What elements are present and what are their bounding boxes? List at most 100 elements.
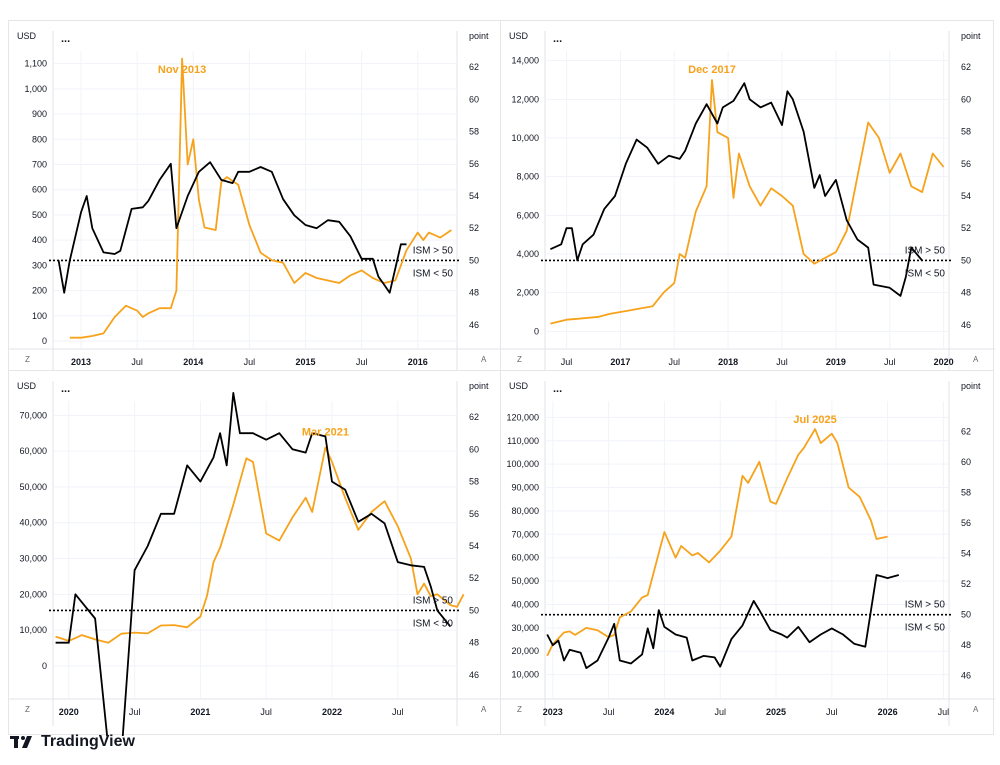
left-tick-label: 10,000 [511, 133, 539, 143]
tradingview-logo: TradingView [10, 730, 135, 754]
left-tick-label: 80,000 [511, 506, 539, 516]
x-tick-label: Jul [603, 707, 615, 717]
x-tick-label: 2015 [295, 357, 315, 367]
ism-pmi-line[interactable] [546, 574, 900, 670]
right-tick-label: 60 [469, 444, 479, 454]
ism-above-label: ISM > 50 [905, 245, 946, 256]
x-tick-label: Jul [129, 707, 141, 717]
right-tick-label: 62 [961, 427, 971, 437]
right-tick-label: 52 [469, 223, 479, 233]
legend-menu-button[interactable]: ... [61, 33, 71, 45]
ism-pmi-line[interactable] [55, 391, 452, 736]
x-tick-label: 2024 [654, 707, 674, 717]
left-tick-label: 60,000 [19, 446, 47, 456]
right-tick-label: 54 [469, 541, 479, 551]
x-tick-label: Jul [938, 707, 950, 717]
left-tick-label: 1,100 [24, 59, 47, 69]
left-tick-label: 100,000 [506, 459, 539, 469]
chart-svg: 0 100 200 300 400 500 600 700 800 900 1,000 1,100 46… [9, 31, 503, 376]
legend-menu-button[interactable]: ... [553, 383, 563, 395]
x-tick-label: Jul [356, 357, 368, 367]
legend-menu-button[interactable]: ... [61, 383, 71, 395]
right-tick-label: 50 [961, 610, 971, 620]
left-tick-label: 60,000 [511, 553, 539, 563]
right-tick-label: 54 [469, 191, 479, 201]
ism-pmi-line[interactable] [57, 161, 407, 294]
left-tick-label: 800 [32, 134, 47, 144]
x-tick-label: 2025 [766, 707, 786, 717]
left-tick-label: 10,000 [511, 670, 539, 680]
x-tick-label: Jul [776, 357, 788, 367]
ism-below-label: ISM < 50 [905, 268, 946, 279]
chart-panel-2021[interactable]: 0 10,000 20,000 30,000 40,000 50,000 60,000 70,… [8, 370, 503, 736]
left-tick-label: 0 [42, 336, 47, 346]
x-tick-label: Jul [260, 707, 272, 717]
peak-annotation: Dec 2017 [688, 64, 736, 76]
chart-panel-2013[interactable]: 0 100 200 300 400 500 600 700 800 900 1,000 1,100 46… [8, 20, 503, 385]
btc-price-line[interactable] [55, 446, 465, 644]
right-tick-label: 52 [961, 223, 971, 233]
x-tick-label: Jul [561, 357, 573, 367]
left-axis-unit: USD [17, 381, 37, 391]
zoom-button[interactable]: Z [25, 355, 30, 364]
legend-menu-button[interactable]: ... [553, 33, 563, 45]
right-tick-label: 56 [961, 159, 971, 169]
auto-scale-button[interactable]: A [973, 705, 979, 714]
right-tick-label: 58 [961, 488, 971, 498]
right-tick-label: 62 [961, 62, 971, 72]
auto-scale-button[interactable]: A [973, 355, 979, 364]
right-tick-label: 46 [961, 671, 971, 681]
left-tick-label: 14,000 [511, 56, 539, 66]
left-tick-label: 90,000 [511, 483, 539, 493]
left-tick-label: 40,000 [19, 518, 47, 528]
ism-above-label: ISM > 50 [905, 600, 946, 611]
left-tick-label: 500 [32, 210, 47, 220]
right-axis-unit: point [469, 381, 489, 391]
left-tick-label: 0 [42, 661, 47, 671]
ism-pmi-line[interactable] [550, 82, 923, 297]
left-tick-label: 40,000 [511, 599, 539, 609]
right-tick-label: 58 [469, 477, 479, 487]
right-tick-label: 62 [469, 412, 479, 422]
right-axis-unit: point [469, 31, 489, 41]
chart-panel-2017[interactable]: 0 2,000 4,000 6,000 8,000 10,000 12,000 14,000 4… [500, 20, 995, 385]
ism-above-label: ISM > 50 [413, 245, 454, 256]
auto-scale-button[interactable]: A [481, 705, 487, 714]
chart-panel-2025[interactable]: 10,000 20,000 30,000 40,000 50,000 60,000 70,0… [500, 370, 995, 735]
zoom-button[interactable]: Z [25, 705, 30, 714]
x-tick-label: 2021 [190, 707, 210, 717]
left-tick-label: 8,000 [516, 172, 539, 182]
btc-price-line[interactable] [550, 79, 945, 325]
left-tick-label: 20,000 [511, 646, 539, 656]
right-tick-label: 46 [469, 670, 479, 680]
btc-price-line[interactable] [69, 57, 452, 339]
left-tick-label: 50,000 [19, 482, 47, 492]
x-tick-label: 2023 [543, 707, 563, 717]
x-tick-label: 2013 [71, 357, 91, 367]
left-tick-label: 20,000 [19, 589, 47, 599]
peak-annotation: Nov 2013 [158, 64, 206, 76]
left-tick-label: 120,000 [506, 412, 539, 422]
peak-annotation: Mar 2021 [302, 427, 349, 439]
left-tick-label: 300 [32, 260, 47, 270]
right-tick-label: 60 [961, 457, 971, 467]
left-tick-label: 200 [32, 286, 47, 296]
btc-price-line[interactable] [546, 428, 888, 657]
left-tick-label: 700 [32, 159, 47, 169]
right-tick-label: 54 [961, 191, 971, 201]
left-tick-label: 70,000 [19, 410, 47, 420]
zoom-button[interactable]: Z [517, 705, 522, 714]
left-tick-label: 70,000 [511, 529, 539, 539]
right-axis-unit: point [961, 381, 981, 391]
left-tick-label: 1,000 [24, 84, 47, 94]
right-tick-label: 56 [469, 509, 479, 519]
chart-svg: 0 2,000 4,000 6,000 8,000 10,000 12,000 14,000 4… [501, 31, 995, 376]
zoom-button[interactable]: Z [517, 355, 522, 364]
auto-scale-button[interactable]: A [481, 355, 487, 364]
x-tick-label: 2020 [59, 707, 79, 717]
right-tick-label: 48 [961, 640, 971, 650]
chart-svg: 10,000 20,000 30,000 40,000 50,000 60,000 70,0… [501, 381, 995, 726]
right-tick-label: 58 [961, 127, 971, 137]
x-tick-label: 2019 [826, 357, 846, 367]
left-tick-label: 900 [32, 109, 47, 119]
